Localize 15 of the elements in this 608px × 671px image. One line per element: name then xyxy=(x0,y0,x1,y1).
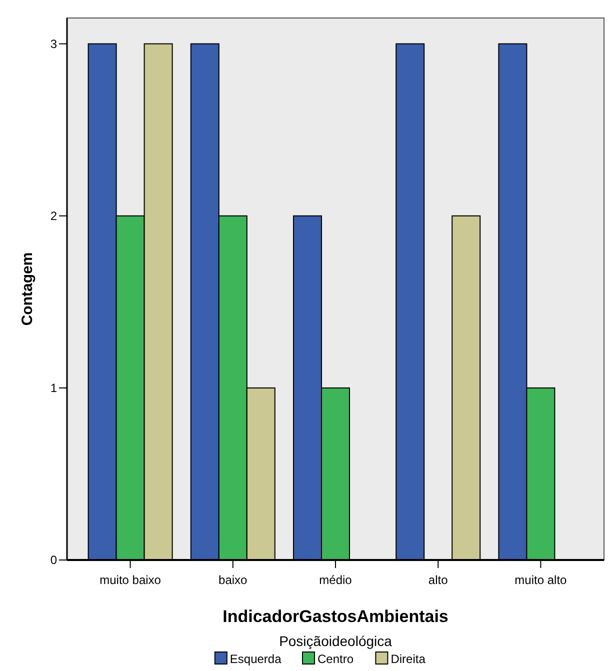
y-tick-label: 1 xyxy=(50,381,58,396)
legend-title: Posiçãoideológica xyxy=(279,633,392,649)
x-tick-label: alto xyxy=(428,573,448,587)
x-tick-label: médio xyxy=(319,573,352,587)
legend-label: Esquerda xyxy=(230,652,282,666)
y-tick-label: 0 xyxy=(50,553,58,568)
y-axis-title: Contagem xyxy=(19,252,36,326)
legend-label: Centro xyxy=(318,652,354,666)
x-tick-label: muito alto xyxy=(514,573,568,587)
legend-label: Direita xyxy=(390,652,426,666)
x-axis-title: IndicadorGastosAmbientais xyxy=(222,607,448,626)
y-tick-label: 3 xyxy=(50,37,58,52)
y-tick-label: 2 xyxy=(50,209,58,224)
x-tick-label: muito baixo xyxy=(100,573,162,587)
x-tick-label: baixo xyxy=(218,573,248,587)
